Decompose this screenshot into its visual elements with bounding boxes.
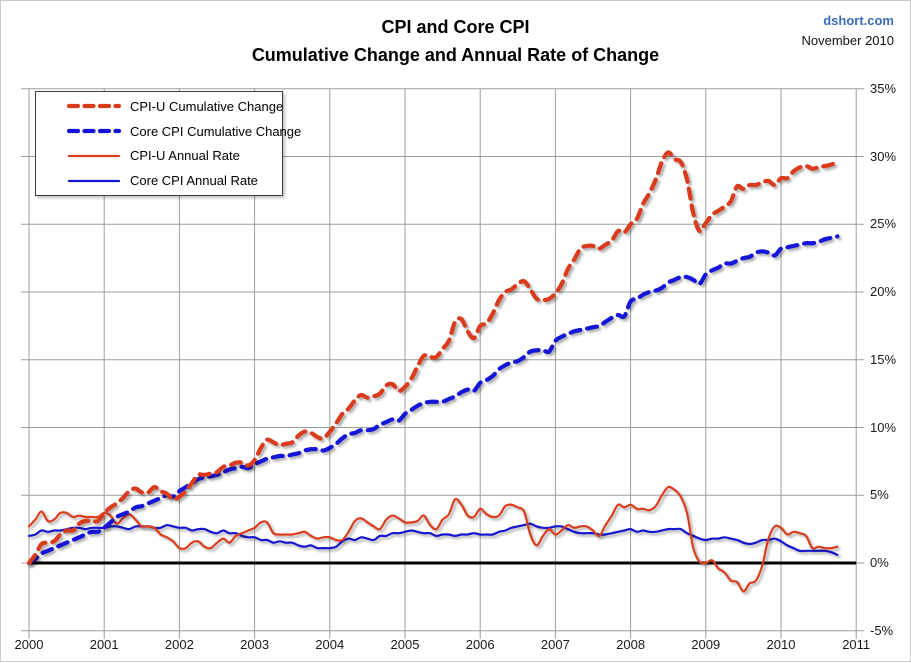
series-line-cpi-u-annual-rate bbox=[27, 485, 839, 593]
y-tick-label: 20% bbox=[870, 284, 897, 299]
legend-line-sample-icon bbox=[66, 129, 122, 134]
source-block: dshort.com November 2010 bbox=[802, 11, 895, 51]
x-tick-label: 2008 bbox=[616, 637, 646, 652]
x-tick-label: 2011 bbox=[842, 637, 871, 652]
y-tick-label: 15% bbox=[870, 351, 897, 367]
legend-item-core-cpi-cumulative-change: Core CPI Cumulative Change bbox=[36, 119, 301, 143]
legend-item-cpi-u-annual-rate: CPI-U Annual Rate bbox=[36, 144, 282, 168]
legend-item-core-cpi-annual-rate: Core CPI Annual Rate bbox=[36, 169, 282, 193]
axis-ticks bbox=[21, 88, 865, 639]
legend-label: CPI-U Cumulative Change bbox=[130, 98, 284, 114]
y-tick-label: 5% bbox=[870, 487, 889, 503]
x-tick-label: 2000 bbox=[14, 637, 44, 652]
x-tick-label: 2005 bbox=[390, 637, 420, 652]
chart-subtitle: Cumulative Change and Annual Rate of Cha… bbox=[251, 45, 660, 65]
x-tick-label: 2004 bbox=[315, 637, 345, 652]
x-tick-label: 2007 bbox=[540, 637, 570, 652]
legend-label: Core CPI Annual Rate bbox=[130, 173, 258, 189]
y-tick-label: 35% bbox=[870, 80, 897, 96]
y-tick-label: 10% bbox=[870, 419, 897, 435]
x-tick-label: 2001 bbox=[89, 637, 119, 652]
chart-title: CPI and Core CPI bbox=[381, 17, 530, 37]
y-tick-label: 30% bbox=[870, 148, 897, 164]
legend-line-sample-icon bbox=[67, 179, 121, 182]
source-date: November 2010 bbox=[801, 33, 895, 48]
legend-line-sample-icon bbox=[66, 104, 122, 109]
legend-line-sample-icon bbox=[67, 154, 121, 157]
x-tick-label: 2002 bbox=[164, 637, 194, 652]
series-line-core-cpi-annual-rate bbox=[27, 522, 839, 556]
legend-label: Core CPI Cumulative Change bbox=[130, 123, 302, 139]
series-line-cpi-u-cumulative-change bbox=[26, 150, 840, 566]
y-tick-label: 25% bbox=[870, 216, 897, 232]
x-tick-label: 2003 bbox=[240, 637, 270, 652]
x-tick-label: 2010 bbox=[766, 637, 796, 652]
y-tick-label: 0% bbox=[870, 555, 889, 570]
series-lines bbox=[26, 150, 840, 593]
legend-label: CPI-U Annual Rate bbox=[130, 148, 240, 164]
legend-item-cpi-u-cumulative-change: CPI-U Cumulative Change bbox=[36, 94, 284, 118]
title-block: CPI and Core CPI Cumulative Change and A… bbox=[1, 13, 910, 69]
series-line-core-cpi-cumulative-change bbox=[26, 234, 840, 566]
y-tick-label: -5% bbox=[870, 622, 894, 638]
x-tick-label: 2006 bbox=[465, 637, 495, 652]
source-link[interactable]: dshort.com bbox=[823, 13, 894, 28]
legend: CPI-U Cumulative Change Core CPI Cumulati… bbox=[35, 91, 301, 196]
x-tick-label: 2009 bbox=[691, 637, 721, 652]
